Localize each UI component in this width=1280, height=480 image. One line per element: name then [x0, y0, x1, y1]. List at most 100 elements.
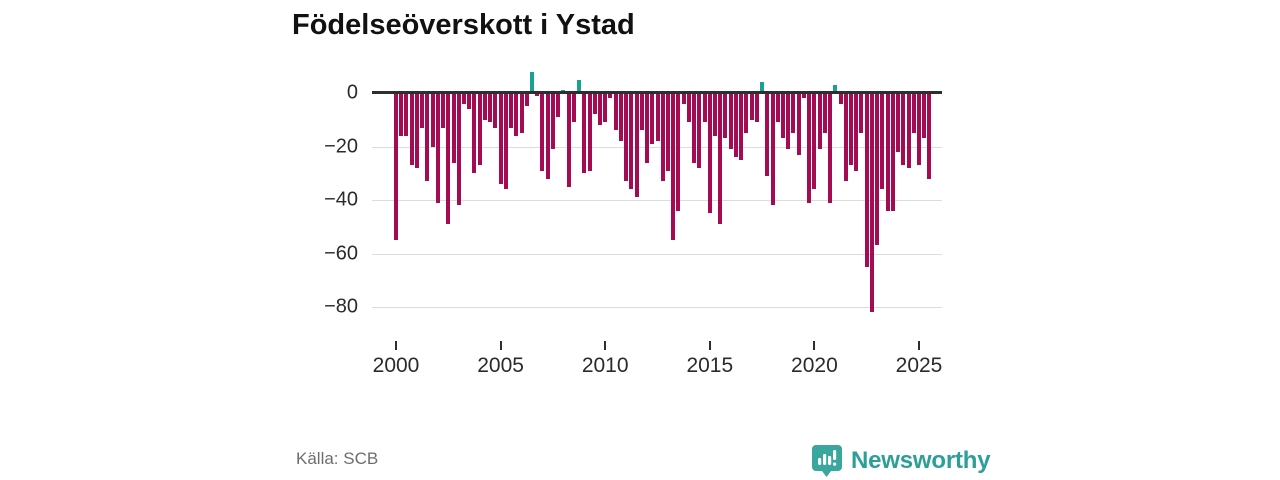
bar-2011-q1: [624, 93, 629, 182]
bar-2024-q3: [906, 93, 911, 168]
bar-2023-q4: [890, 93, 895, 211]
bar-2020-q4: [828, 93, 833, 203]
y-axis-tick-label: −40: [324, 188, 358, 211]
bar-2018-q1: [770, 93, 775, 206]
bar-2004-q4: [493, 93, 498, 128]
bar-2008-q2: [566, 93, 571, 187]
bar-2020-q3: [822, 93, 827, 134]
bar-2007-q2: [545, 93, 550, 179]
gridline: [372, 146, 942, 148]
bar-2006-q3: [529, 71, 534, 93]
x-axis-tick: [395, 341, 397, 350]
x-axis-tick: [708, 341, 711, 350]
x-axis-tick-label: 2015: [686, 354, 734, 377]
bar-2016-q4: [744, 93, 749, 134]
bar-2007-q1: [540, 93, 545, 171]
bar-2006-q1: [519, 93, 524, 134]
bar-2018-q2: [775, 93, 780, 123]
plot-area: 0 −20 −40 −60 −80 2000 2005 2010 2015 2020 2025: [324, 60, 942, 377]
x-axis-zero-line: [372, 91, 942, 94]
bar-2017-q3: [760, 82, 765, 93]
bar-2011-q2: [629, 93, 634, 190]
bar-2015-q3: [718, 93, 723, 225]
bar-2019-q3: [801, 93, 806, 99]
bar-2002-q1: [435, 93, 440, 203]
bar-2000-q3: [404, 93, 409, 136]
bar-2017-q2: [754, 93, 759, 123]
bar-2004-q1: [477, 93, 482, 166]
newsworthy-logo-icon: [812, 444, 842, 477]
bar-2025-q3: [927, 93, 932, 179]
bar-2013-q2: [671, 93, 676, 241]
bar-2010-q1: [603, 93, 608, 123]
bar-2024-q4: [911, 93, 916, 134]
bar-2011-q3: [634, 93, 639, 198]
source-label: Källa: SCB: [296, 449, 379, 468]
bar-2001-q1: [414, 93, 419, 168]
bar-2018-q4: [786, 93, 791, 150]
bar-2001-q3: [425, 93, 430, 182]
bar-2005-q1: [498, 93, 503, 184]
bar-2006-q2: [524, 93, 529, 107]
bar-2016-q2: [733, 93, 738, 158]
bar-2010-q2: [608, 93, 613, 99]
bar-2006-q4: [535, 93, 540, 96]
bar-2014-q4: [702, 93, 707, 123]
bar-2022-q4: [869, 93, 874, 313]
y-axis-tick-label: −20: [324, 135, 358, 157]
bar-2005-q2: [503, 93, 508, 190]
x-axis-tick-label: 2000: [372, 354, 420, 377]
bar-2024-q1: [896, 93, 901, 152]
bar-2002-q2: [441, 93, 446, 128]
bar-2000-q2: [399, 93, 404, 136]
bar-2019-q4: [807, 93, 812, 203]
bar-2020-q1: [812, 93, 817, 190]
bar-2015-q1: [707, 93, 712, 214]
bar-2009-q1: [582, 93, 587, 174]
bar-2000-q1: [394, 93, 398, 241]
bar-2004-q2: [482, 93, 487, 120]
bar-2013-q4: [681, 93, 686, 104]
bar-2014-q2: [692, 93, 697, 163]
bar-2002-q4: [451, 93, 456, 163]
bar-2018-q3: [781, 93, 786, 139]
x-axis-tick-label: 2020: [791, 354, 838, 377]
bar-2013-q3: [676, 93, 681, 211]
bar-2016-q3: [739, 93, 744, 160]
bar-2017-q1: [749, 93, 754, 120]
bar-2015-q2: [713, 93, 718, 136]
gridline: [372, 200, 942, 201]
gridline: [372, 307, 942, 308]
bar-2003-q4: [472, 93, 477, 174]
bar-2014-q1: [686, 93, 691, 123]
bar-2000-q4: [409, 93, 414, 166]
bar-2009-q4: [597, 93, 602, 126]
newsworthy-logo[interactable]: Newsworthy: [812, 444, 991, 478]
bar-2023-q3: [885, 93, 890, 211]
bar-2007-q3: [550, 93, 555, 150]
bar-2025-q2: [922, 93, 927, 139]
bar-2012-q1: [645, 93, 650, 163]
chart-title: Födelseöverskott i Ystad: [292, 9, 635, 41]
x-axis-tick: [604, 341, 607, 350]
bar-2010-q4: [618, 93, 623, 142]
bar-2021-q2: [838, 93, 843, 104]
x-axis-tick-label: 2010: [581, 354, 629, 377]
bar-2021-q4: [849, 93, 853, 166]
bar-2010-q3: [613, 93, 618, 131]
bar-2015-q4: [723, 93, 728, 139]
bar-2004-q3: [488, 93, 493, 123]
bar-2016-q1: [728, 93, 733, 150]
x-axis-tick: [499, 341, 502, 350]
bar-2001-q4: [430, 93, 435, 147]
bar-2001-q2: [420, 93, 425, 128]
bar-2021-q3: [843, 93, 848, 182]
bar-2017-q4: [765, 93, 770, 176]
bar-2003-q2: [461, 93, 466, 104]
bar-2019-q1: [791, 93, 796, 134]
bar-2007-q4: [556, 93, 561, 118]
bar-2022-q2: [859, 93, 864, 134]
bar-2013-q1: [665, 93, 670, 171]
y-axis-tick-label: −80: [324, 295, 358, 318]
